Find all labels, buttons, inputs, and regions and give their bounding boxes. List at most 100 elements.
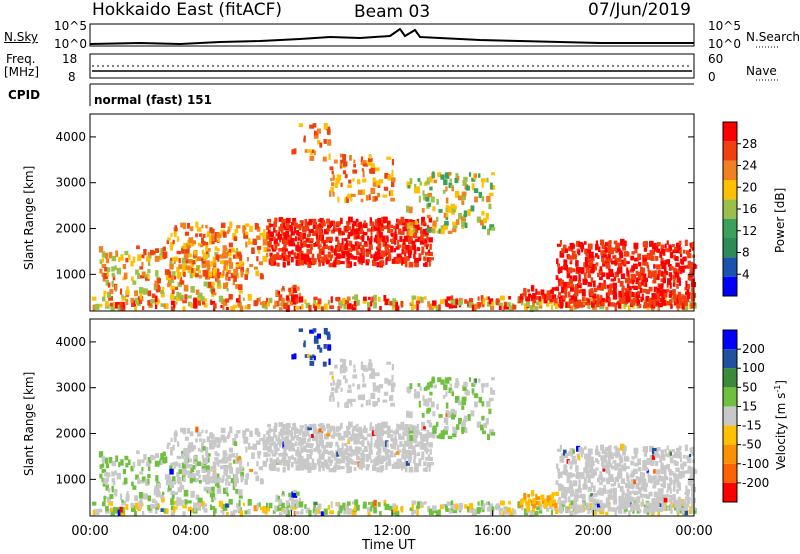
velocity-cell: [669, 457, 674, 464]
velocity-cell: [216, 453, 220, 457]
velocity-cell: [234, 433, 239, 438]
velocity-cell: [170, 498, 174, 506]
velocity-cell: [534, 511, 539, 516]
velocity-cell: [217, 478, 221, 484]
power-cell: [361, 234, 365, 242]
power-cell: [575, 260, 579, 267]
velocity-cell: [420, 504, 424, 508]
velocity-cell: [106, 476, 109, 482]
power-cell: [626, 270, 630, 277]
velocity-cell: [361, 453, 366, 461]
power-cell: [377, 234, 382, 242]
velocity-cell: [177, 441, 180, 447]
velocity-cell: [449, 383, 452, 387]
velocity-cell: [390, 444, 395, 450]
velocity-cell: [284, 442, 289, 450]
power-cell: [291, 294, 294, 302]
velocity-cell: [563, 486, 567, 492]
velocity-cell: [342, 359, 347, 367]
velocity-cell: [690, 508, 695, 514]
power-cell: [424, 261, 428, 268]
power-cell: [286, 258, 291, 266]
power-cell: [637, 285, 642, 290]
power-cell: [316, 239, 321, 245]
velocity-cell: [340, 459, 346, 464]
velocity-cell: [685, 485, 688, 493]
velocity-cell: [569, 491, 575, 497]
velocity-cell: [176, 476, 182, 484]
power-cell: [471, 177, 476, 182]
power-cell: [371, 163, 375, 169]
power-cell: [626, 267, 629, 274]
velocity-cell: [353, 368, 356, 373]
velocity-cell: [195, 426, 199, 433]
velocity-cell: [414, 440, 418, 444]
velocity-cell: [490, 432, 496, 436]
velocity-cell: [237, 489, 243, 496]
power-cell: [214, 246, 218, 251]
power-cell: [481, 210, 485, 216]
velocity-cell: [684, 492, 690, 496]
velocity-cell: [474, 378, 477, 383]
velocity-cell: [292, 502, 296, 507]
power-cell: [313, 296, 318, 301]
power-cell: [124, 250, 129, 256]
velocity-cell: [298, 431, 302, 436]
power-cell: [569, 286, 575, 292]
velocity-cell: [226, 493, 229, 497]
power-cell: [526, 301, 531, 307]
power-cell: [285, 217, 291, 223]
velocity-cell: [403, 454, 407, 459]
power-cell: [436, 199, 439, 205]
power-cell: [449, 178, 452, 182]
power-cell: [387, 174, 392, 181]
velocity-cell: [307, 426, 312, 431]
power-cell: [682, 249, 686, 254]
power-cell: [448, 303, 453, 309]
power-cell: [171, 271, 176, 277]
velocity-cell: [352, 425, 358, 432]
velocity-cell: [330, 450, 333, 457]
power-cell: [378, 226, 382, 233]
velocity-cell: [308, 423, 313, 428]
power-cell: [383, 297, 387, 301]
colorbar-tick-label: 200: [742, 342, 765, 356]
power-cell: [566, 268, 570, 273]
velocity-cell: [463, 381, 468, 387]
velocity-cell: [330, 434, 336, 439]
power-cell: [284, 237, 289, 245]
velocity-cell: [182, 511, 186, 516]
velocity-cell: [422, 433, 427, 439]
velocity-cell: [585, 466, 589, 472]
velocity-cell: [232, 509, 238, 514]
power-cell: [400, 300, 404, 308]
power-cell: [601, 283, 607, 289]
velocity-cell: [353, 433, 358, 440]
power-cell: [304, 219, 308, 225]
power-cell: [555, 286, 560, 291]
velocity-cell: [259, 437, 263, 441]
power-cell: [674, 271, 680, 278]
velocity-cell: [457, 400, 463, 406]
power-cell: [292, 297, 296, 302]
velocity-cell: [670, 502, 675, 508]
velocity-cell: [535, 493, 538, 499]
velocity-cell: [249, 468, 254, 473]
power-cell: [666, 284, 669, 288]
power-cell: [170, 232, 173, 237]
velocity-cell: [351, 509, 357, 516]
power-cell: [362, 178, 367, 183]
power-cell: [336, 246, 339, 252]
velocity-cell: [486, 382, 489, 388]
velocity-cell: [262, 505, 268, 513]
power-cell: [669, 299, 673, 305]
power-cell: [274, 240, 277, 244]
velocity-cell: [570, 500, 576, 506]
power-cell: [367, 235, 370, 241]
velocity-cell: [219, 459, 224, 464]
velocity-cell: [258, 502, 261, 507]
power-cell: [154, 280, 160, 288]
velocity-cell: [317, 423, 322, 427]
power-cell: [512, 304, 517, 310]
power-cell: [374, 234, 378, 241]
